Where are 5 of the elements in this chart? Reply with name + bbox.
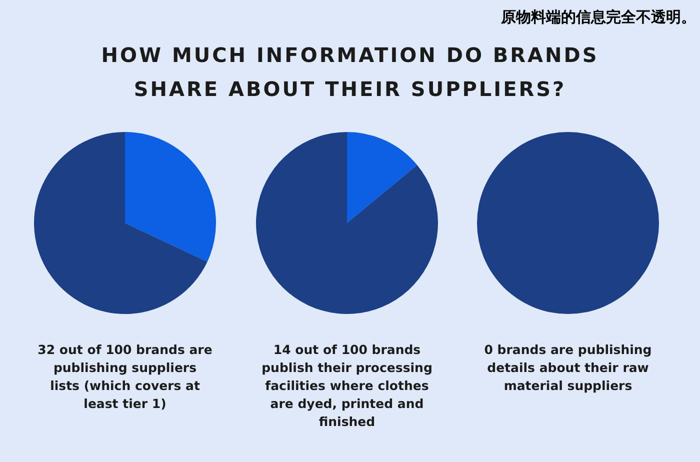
text: HOW MUCH INFORMATION DO BRANDS SHARE ABOUT THEIR SUPPLIERS? [100,42,600,103]
text: 0 brands are publishing details about their raw material suppliers [483,341,653,395]
text: 32 out of 100 brands are publishing suppliers lists (which covers at least tier 1) [36,341,214,413]
text: 原物料端的信息完全不透明。 [501,8,696,27]
text: 14 out of 100 brands publish their processing facilities where clothes are dyed, printed and finished [260,341,434,431]
